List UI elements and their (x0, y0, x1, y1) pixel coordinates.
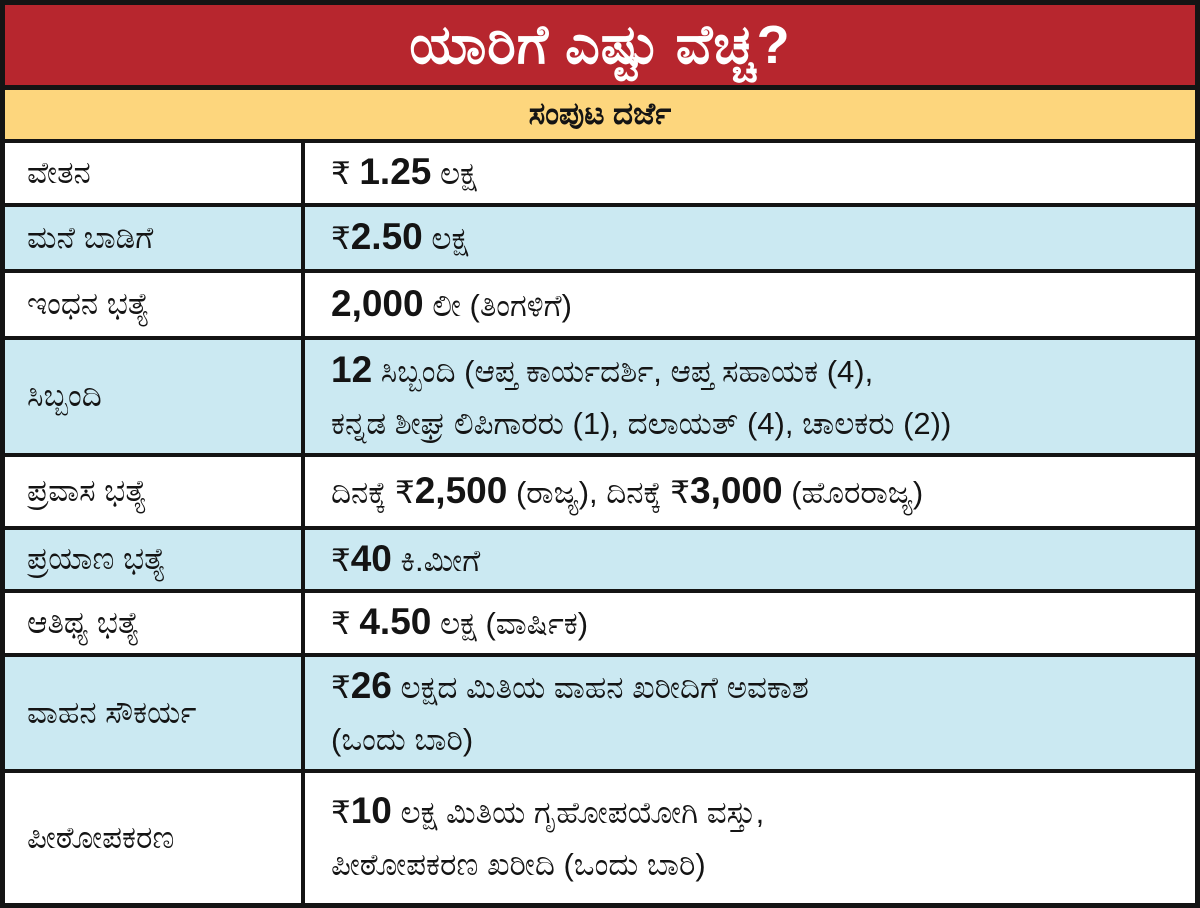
value-text: (ಹೊರರಾಜ್ಯ) (782, 474, 924, 510)
table-row: ಮನೆ ಬಾಡಿಗೆ ₹2.50 ಲಕ್ಷ (5, 207, 1195, 273)
row-label: ಆತಿಥ್ಯ ಭತ್ಯೆ (5, 593, 305, 653)
row-value: ₹ 1.25 ಲಕ್ಷ (305, 143, 1195, 203)
table-row: ವಾಹನ ಸೌಕರ್ಯ ₹26 ಲಕ್ಷದ ಮಿತಿಯ ವಾಹನ ಖರೀದಿಗೆ … (5, 657, 1195, 773)
value-text: ₹ (331, 670, 351, 705)
table-row: ಪ್ರಯಾಣ ಭತ್ಯೆ ₹40 ಕಿ.ಮೀಗೆ (5, 530, 1195, 593)
row-label: ಸಿಬ್ಬಂದಿ (5, 340, 305, 453)
table-subtitle: ಸಂಪುಟ ದರ್ಜೆ (528, 96, 672, 131)
value-text: (ರಾಜ್ಯ), ದಿನಕ್ಕೆ ₹ (507, 474, 690, 510)
value-number: 12 (331, 348, 373, 390)
row-value: ₹2.50 ಲಕ್ಷ (305, 207, 1195, 269)
value-text: ₹ (331, 221, 351, 256)
row-value: 12 ಸಿಬ್ಬಂದಿ (ಆಪ್ತ ಕಾರ್ಯದರ್ಶಿ, ಆಪ್ತ ಸಹಾಯಕ… (305, 340, 1195, 453)
value-number: 1.25 (359, 151, 432, 192)
row-label: ಪ್ರವಾಸ ಭತ್ಯೆ (5, 457, 305, 526)
value-number: 3,000 (690, 469, 783, 511)
table-row: ಪೀಠೋಪಕರಣ ₹10 ಲಕ್ಷ ಮಿತಿಯ ಗೃಹೋಪಯೋಗಿ ವಸ್ತು, … (5, 773, 1195, 903)
row-value: 2,000 ಲೀ (ತಿಂಗಳಿಗೆ) (305, 273, 1195, 336)
value-text: ಲಕ್ಷ (422, 221, 469, 256)
table-row: ವೇತನ ₹ 1.25 ಲಕ್ಷ (5, 143, 1195, 207)
value-text: ದಿನಕ್ಕೆ ₹ (331, 474, 415, 510)
value-number: 40 (350, 537, 392, 579)
value-number: 2.50 (350, 216, 423, 257)
value-text: ₹ (331, 156, 360, 191)
table-row: ಪ್ರವಾಸ ಭತ್ಯೆ ದಿನಕ್ಕೆ ₹2,500 (ರಾಜ್ಯ), ದಿನಕ… (5, 457, 1195, 530)
row-value: ₹10 ಲಕ್ಷ ಮಿತಿಯ ಗೃಹೋಪಯೋಗಿ ವಸ್ತು, ಪೀಠೋಪಕರಣ… (305, 773, 1195, 903)
row-label: ವಾಹನ ಸೌಕರ್ಯ (5, 657, 305, 769)
row-label: ಪೀಠೋಪಕರಣ (5, 773, 305, 903)
table-body: ವೇತನ ₹ 1.25 ಲಕ್ಷ ಮನೆ ಬಾಡಿಗೆ ₹2.50 ಲಕ್ಷ ಇಂಧನ … (5, 143, 1195, 903)
value-number: 10 (350, 790, 392, 831)
value-text: ಲಕ್ಷ (431, 156, 477, 191)
value-text: ಸಿಬ್ಬಂದಿ (ಆಪ್ತ ಕಾರ್ಯದರ್ಶಿ, ಆಪ್ತ ಸಹಾಯಕ (4… (331, 353, 952, 441)
value-number: 4.50 (359, 601, 432, 642)
value-text: ಲಕ್ಷ ಮಿತಿಯ ಗೃಹೋಪಯೋಗಿ ವಸ್ತು, ಪೀಠೋಪಕರಣ ಖರೀ… (331, 795, 765, 882)
page-title: ಯಾರಿಗೆ ಎಷ್ಟು ವೆಚ್ಚ? (409, 14, 791, 75)
value-text: ಲೀ (ತಿಂಗಳಿಗೆ) (423, 287, 572, 323)
row-value: ₹40 ಕಿ.ಮೀಗೆ (305, 530, 1195, 589)
row-label: ಪ್ರಯಾಣ ಭತ್ಯೆ (5, 530, 305, 589)
row-value: ₹26 ಲಕ್ಷದ ಮಿತಿಯ ವಾಹನ ಖರೀದಿಗೆ ಅವಕಾಶ (ಒಂದು… (305, 657, 1195, 769)
table-row: ಇಂಧನ ಭತ್ಯೆ 2,000 ಲೀ (ತಿಂಗಳಿಗೆ) (5, 273, 1195, 340)
value-text: ಲಕ್ಷದ ಮಿತಿಯ ವಾಹನ ಖರೀದಿಗೆ ಅವಕಾಶ (ಒಂದು ಬಾರ… (331, 670, 809, 757)
table-subtitle-bar: ಸಂಪುಟ ದರ್ಜೆ (5, 90, 1195, 143)
value-text: ₹ (331, 606, 360, 641)
value-text: ₹ (331, 795, 351, 830)
value-number: 2,000 (331, 282, 424, 324)
table-title-bar: ಯಾರಿಗೆ ಎಷ್ಟು ವೆಚ್ಚ? (5, 5, 1195, 90)
row-value: ದಿನಕ್ಕೆ ₹2,500 (ರಾಜ್ಯ), ದಿನಕ್ಕೆ ₹3,000 (… (305, 457, 1195, 526)
value-text: ₹ (331, 542, 351, 578)
value-number: 26 (350, 665, 392, 706)
row-value: ₹ 4.50 ಲಕ್ಷ (ವಾರ್ಷಿಕ) (305, 593, 1195, 653)
row-label: ವೇತನ (5, 143, 305, 203)
value-text: ಲಕ್ಷ (ವಾರ್ಷಿಕ) (431, 606, 589, 641)
row-label: ಇಂಧನ ಭತ್ಯೆ (5, 273, 305, 336)
table-row: ಆತಿಥ್ಯ ಭತ್ಯೆ ₹ 4.50 ಲಕ್ಷ (ವಾರ್ಷಿಕ) (5, 593, 1195, 657)
value-text: ಕಿ.ಮೀಗೆ (391, 542, 481, 578)
value-number: 2,500 (414, 469, 508, 511)
row-label: ಮನೆ ಬಾಡಿಗೆ (5, 207, 305, 269)
table-row: ಸಿಬ್ಬಂದಿ 12 ಸಿಬ್ಬಂದಿ (ಆಪ್ತ ಕಾರ್ಯದರ್ಶಿ, ಆಪ… (5, 340, 1195, 457)
